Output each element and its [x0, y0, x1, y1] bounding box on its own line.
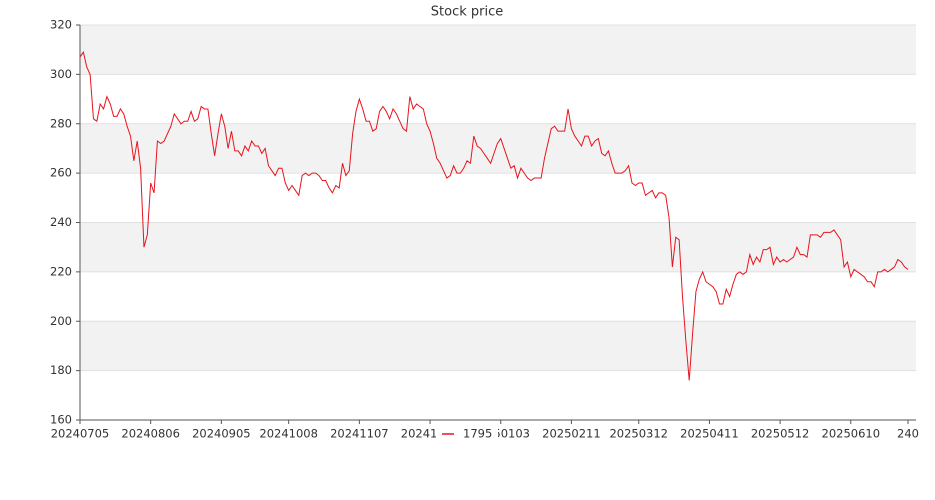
y-tick-label: 180: [50, 363, 72, 377]
x-tick-label: 20250211: [542, 427, 601, 441]
grid-band: [80, 123, 916, 174]
grid-band: [80, 25, 916, 75]
legend: 1795: [436, 425, 498, 443]
x-tick-label: 20240705: [51, 427, 110, 441]
y-tick-label: 320: [50, 18, 72, 32]
grid-band: [80, 321, 916, 371]
x-tick-label: 240: [897, 427, 919, 441]
y-tick-label: 280: [50, 116, 72, 130]
y-tick-label: 160: [50, 413, 72, 427]
y-tick-label: 300: [50, 67, 72, 81]
x-tick-label: 20250512: [751, 427, 810, 441]
price-line: [79, 50, 909, 381]
y-tick-label: 200: [50, 314, 72, 328]
x-tick-label: 20241008: [259, 427, 318, 441]
x-tick-label: 20250610: [822, 427, 881, 441]
y-tick-label: 260: [50, 166, 72, 180]
chart-title: Stock price: [431, 5, 503, 20]
x-tick-label: 20250411: [680, 427, 739, 441]
legend-label: 1795: [463, 427, 492, 441]
x-tick-label: 20250312: [609, 427, 668, 441]
x-tick-label: 20240905: [192, 427, 251, 441]
x-tick-label: 20240806: [121, 427, 180, 441]
y-tick-label: 240: [50, 215, 72, 229]
grid-band: [80, 222, 916, 272]
legend-box: [436, 425, 498, 443]
x-tick-label: 20241107: [330, 427, 389, 441]
y-tick-label: 220: [50, 264, 72, 278]
